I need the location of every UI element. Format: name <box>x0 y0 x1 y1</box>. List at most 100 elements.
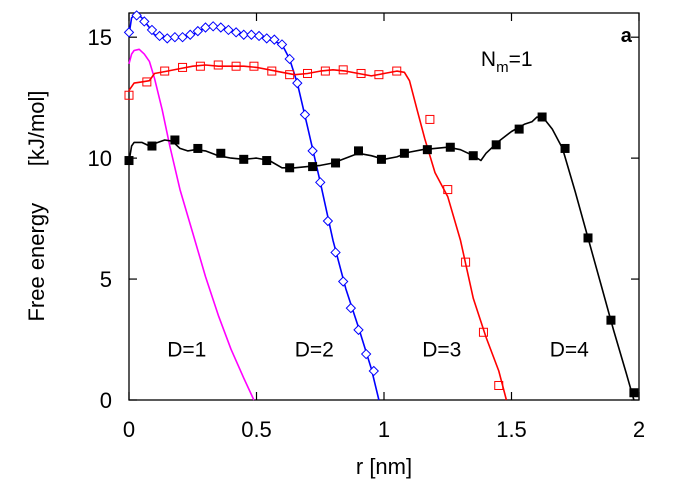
series-1-line <box>128 48 255 401</box>
series-4-point <box>285 163 295 173</box>
series-2-point <box>162 33 173 44</box>
series-2-point <box>330 247 341 258</box>
series-2-point <box>353 324 364 336</box>
series-2-point <box>192 25 204 37</box>
series-2-point <box>299 109 311 120</box>
series-2-point <box>177 31 188 43</box>
series-2-point <box>269 34 280 45</box>
series-4-point <box>147 141 157 151</box>
series-3-point <box>356 68 366 78</box>
series-2-point <box>253 30 265 42</box>
y-tick-label: 15 <box>88 25 112 50</box>
series-4-point <box>331 158 341 168</box>
series-4-point <box>216 148 226 158</box>
series-2-point <box>360 348 372 360</box>
series-1 <box>128 48 255 401</box>
y-axis-label: Free energy [kJ/mol] <box>24 90 49 321</box>
series-3-point <box>461 257 471 267</box>
series-2-point <box>146 24 158 36</box>
series-3-point <box>249 61 259 71</box>
x-tick-label: 0.5 <box>241 417 272 442</box>
series-2-point <box>345 302 357 314</box>
annotation-6: D=4 <box>550 338 589 361</box>
series-2-point <box>131 10 142 21</box>
series-2-point <box>246 29 257 40</box>
series-3-point <box>124 90 134 100</box>
series-2-point <box>238 29 249 40</box>
series-4-point <box>308 162 318 172</box>
series-3-point <box>478 327 488 337</box>
series-3-point <box>142 77 152 87</box>
x-tick-label: 2 <box>633 417 645 442</box>
x-tick-label: 0 <box>123 417 135 442</box>
series-2-point <box>315 177 326 188</box>
series-4-point <box>537 112 547 122</box>
series-2-point <box>223 24 234 36</box>
series-2-point <box>368 365 380 377</box>
series-2-point <box>284 53 295 65</box>
series-4-point <box>354 146 363 156</box>
axis-ticks: 0 0.5 1 1.5 2 0 5 10 15 <box>88 13 645 442</box>
series-4-point <box>583 233 593 243</box>
series-3-point <box>494 380 504 390</box>
series-4-point <box>376 154 386 164</box>
series-2-point <box>292 77 303 89</box>
series-4-point <box>606 315 616 325</box>
data-series <box>123 10 639 401</box>
series-2-point <box>169 31 181 43</box>
series-4-point <box>399 148 409 158</box>
y-tick-label: 0 <box>100 388 112 413</box>
series-2-point <box>322 215 334 227</box>
series-2-point <box>184 29 196 40</box>
x-tick-label: 1.5 <box>496 417 527 442</box>
series-3-point <box>213 60 223 70</box>
series-4-point <box>170 135 180 145</box>
series-4-point <box>491 140 501 150</box>
series-4-point <box>422 145 432 155</box>
series-2 <box>123 10 380 401</box>
series-4-point <box>560 143 570 153</box>
series-3-point <box>178 62 188 72</box>
annotation-2: Nm=1 <box>481 48 533 76</box>
series-3-point <box>160 66 170 76</box>
series-2-point <box>337 276 349 287</box>
series-3-point <box>231 61 241 71</box>
annotation-5: D=3 <box>422 338 461 361</box>
series-3-point <box>425 114 435 124</box>
series-3-point <box>374 70 384 80</box>
series-3-line <box>128 64 508 401</box>
series-3-point <box>267 66 277 76</box>
series-4-point <box>629 388 639 398</box>
series-4-point <box>468 151 478 161</box>
annotation-1: a <box>621 25 633 47</box>
series-4-point <box>514 124 524 134</box>
series-3-point <box>285 70 295 80</box>
series-3-point <box>195 61 205 71</box>
y-tick-label: 10 <box>88 146 112 171</box>
y-tick-label: 5 <box>100 267 112 292</box>
series-2-point <box>230 27 242 38</box>
annotations: a Nm=1 D=1 D=2 D=3 D=4 <box>167 25 632 361</box>
series-4-point <box>124 156 134 166</box>
series-3-point <box>443 185 453 195</box>
series-3-point <box>338 65 348 75</box>
series-4-point <box>239 154 249 164</box>
series-2-point <box>123 27 135 38</box>
annotation-4: D=2 <box>295 338 334 361</box>
series-2-point <box>276 39 288 50</box>
series-2-point <box>139 16 150 27</box>
series-2-point <box>307 145 318 157</box>
series-2-point <box>215 22 227 33</box>
series-2-point <box>207 21 219 32</box>
x-axis-label: r [nm] <box>356 454 412 479</box>
series-3-point <box>320 66 330 76</box>
series-3-point <box>303 68 312 78</box>
series-4 <box>124 112 639 401</box>
series-4-point <box>193 143 203 153</box>
series-3 <box>124 60 508 401</box>
x-tick-label: 1 <box>378 417 390 442</box>
series-2-point <box>261 33 272 44</box>
series-3-point <box>392 66 402 76</box>
annotation-3: D=1 <box>167 338 206 361</box>
